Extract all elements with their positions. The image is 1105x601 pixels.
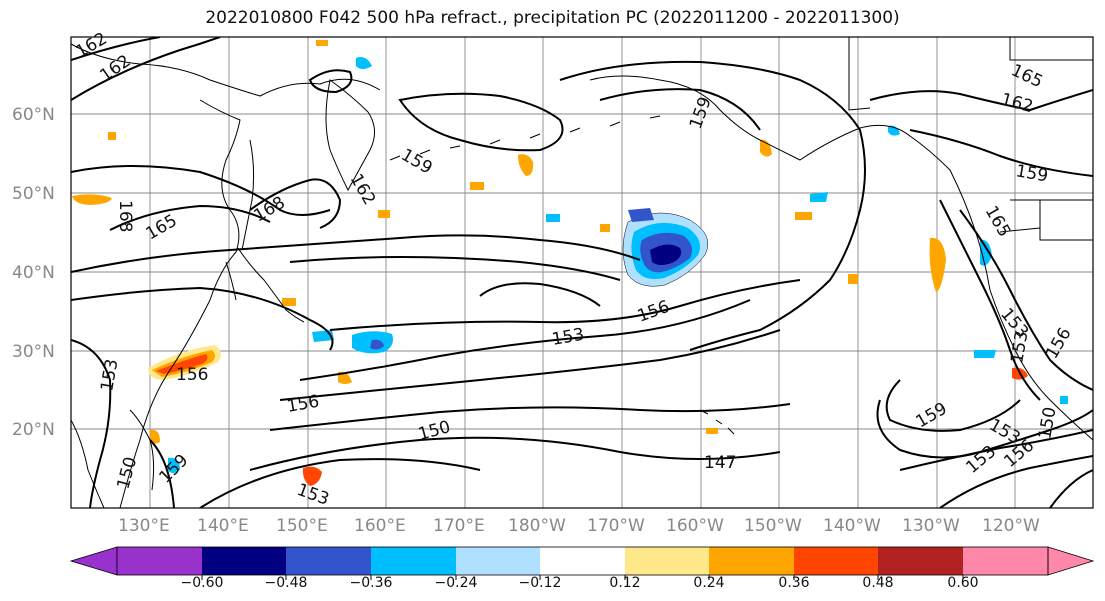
lon-label: 140°W (823, 516, 881, 536)
colorbar-extend-high (1047, 546, 1095, 576)
precip-anomaly-fills (72, 40, 1068, 486)
lon-label: 150°E (276, 516, 328, 536)
lat-label: 30°N (12, 342, 55, 362)
lon-label: 140°E (197, 516, 249, 536)
colorbar-tick-label: −0.36 (350, 575, 393, 591)
latitude-labels: 60°N 50°N 40°N 30°N 20°N (12, 105, 55, 440)
contour-label: 168 (115, 200, 135, 232)
map-frame (70, 36, 1094, 509)
lon-label: 150°W (744, 516, 802, 536)
colorbar-segment (878, 547, 963, 575)
colorbar-tick-label: −0.12 (519, 575, 562, 591)
colorbar-segment (286, 547, 371, 575)
colorbar-segment (963, 547, 1048, 575)
colorbar-tick-label: 0.48 (862, 575, 893, 591)
lon-label: 170°E (433, 516, 485, 536)
colorbar-tick-label: 0.24 (693, 575, 724, 591)
lon-label: 130°W (902, 516, 960, 536)
lon-label: 160°W (666, 516, 724, 536)
lon-label: 170°W (587, 516, 645, 536)
colorbar-segment (540, 547, 625, 575)
lon-label: 180°W (508, 516, 566, 536)
colorbar (69, 546, 1095, 580)
lat-label: 50°N (12, 184, 55, 204)
colorbar-tick-label: 0.12 (609, 575, 640, 591)
lon-label: 160°E (354, 516, 406, 536)
colorbar-segment (371, 547, 456, 575)
colorbar-segment (456, 547, 540, 575)
lat-label: 20°N (12, 420, 55, 440)
lon-label: 120°W (982, 516, 1040, 536)
lat-label: 60°N (12, 105, 55, 125)
colorbar-tick-label: −0.24 (435, 575, 478, 591)
colorbar-segment (202, 547, 286, 575)
refractivity-contours (71, 37, 1093, 508)
colorbar-tick-label: 0.60 (947, 575, 978, 591)
colorbar-segment (709, 547, 794, 575)
colorbar-tick-label: 0.36 (778, 575, 809, 591)
map-title: 2022010800 F042 500 hPa refract., precip… (205, 8, 900, 28)
colorbar-segment (117, 547, 202, 575)
contour-label: 147 (704, 453, 736, 473)
colorbar-segment (625, 547, 709, 575)
colorbar-segment (794, 547, 878, 575)
contour-label: 156 (176, 365, 208, 385)
colorbar-tick-label: −0.60 (181, 575, 224, 591)
longitude-labels: 130°E 140°E 150°E 160°E 170°E 180°W 170°… (118, 516, 1040, 536)
lon-label: 130°E (118, 516, 170, 536)
colorbar-tick-labels: −0.60 −0.48 −0.36 −0.24 −0.12 0.12 0.24 … (181, 575, 979, 591)
coastlines (71, 37, 1093, 508)
lat-label: 40°N (12, 263, 55, 283)
colorbar-border (116, 546, 1049, 576)
colorbar-tick-label: −0.48 (265, 575, 308, 591)
colorbar-extend-low (69, 546, 118, 576)
